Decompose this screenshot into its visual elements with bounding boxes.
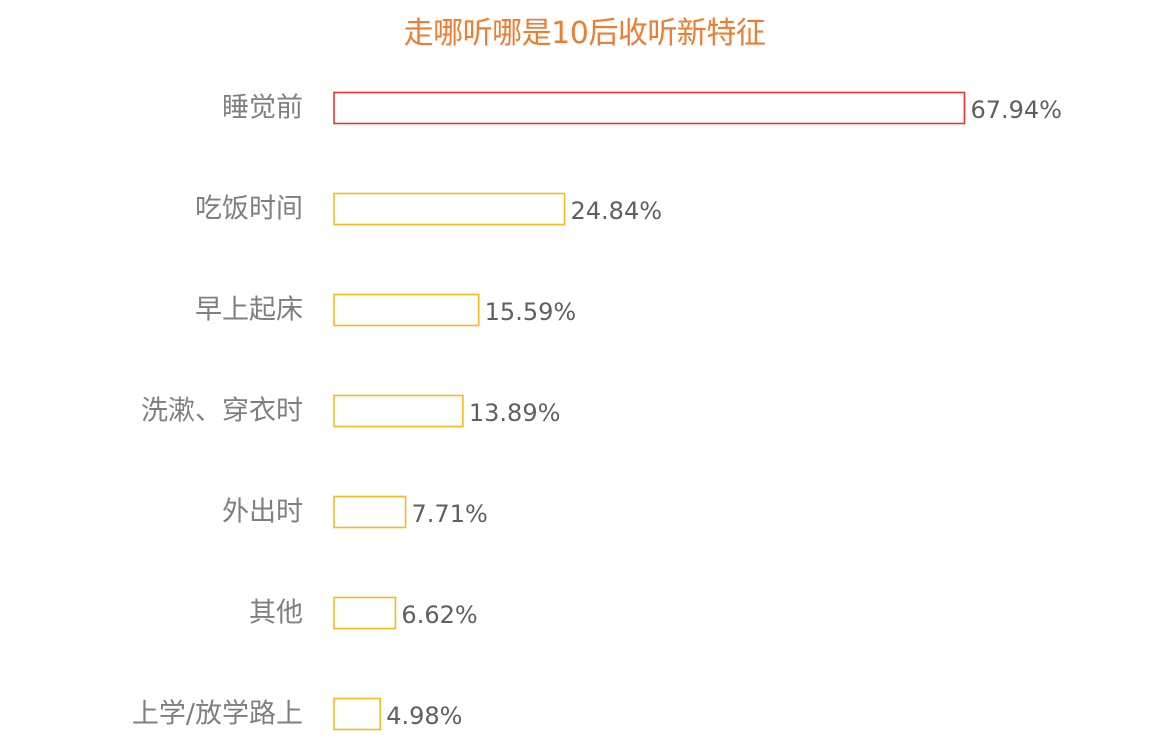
- bar-0: [333, 91, 966, 125]
- category-label: 上学/放学路上: [132, 699, 303, 730]
- bar-5: [333, 596, 397, 630]
- category-label: 其他: [249, 598, 303, 629]
- bar-2: [333, 293, 480, 327]
- bar-6: [333, 697, 382, 731]
- data-label: 13.89%: [469, 399, 561, 427]
- data-label: 4.98%: [386, 702, 462, 730]
- data-label: 15.59%: [485, 298, 577, 326]
- data-label: 7.71%: [412, 500, 488, 528]
- data-label: 6.62%: [401, 601, 477, 629]
- bar-1: [333, 192, 566, 226]
- data-label: 24.84%: [571, 197, 663, 225]
- category-label: 吃饭时间: [195, 194, 303, 225]
- data-label: 67.94%: [970, 96, 1062, 124]
- chart-title: 走哪听哪是10后收听新特征: [403, 16, 766, 51]
- category-label: 外出时: [222, 497, 303, 528]
- category-label: 睡觉前: [222, 93, 303, 124]
- category-label: 洗漱、穿衣时: [141, 396, 303, 427]
- bar-3: [333, 394, 464, 428]
- bar-4: [333, 495, 407, 529]
- category-label: 早上起床: [195, 295, 303, 326]
